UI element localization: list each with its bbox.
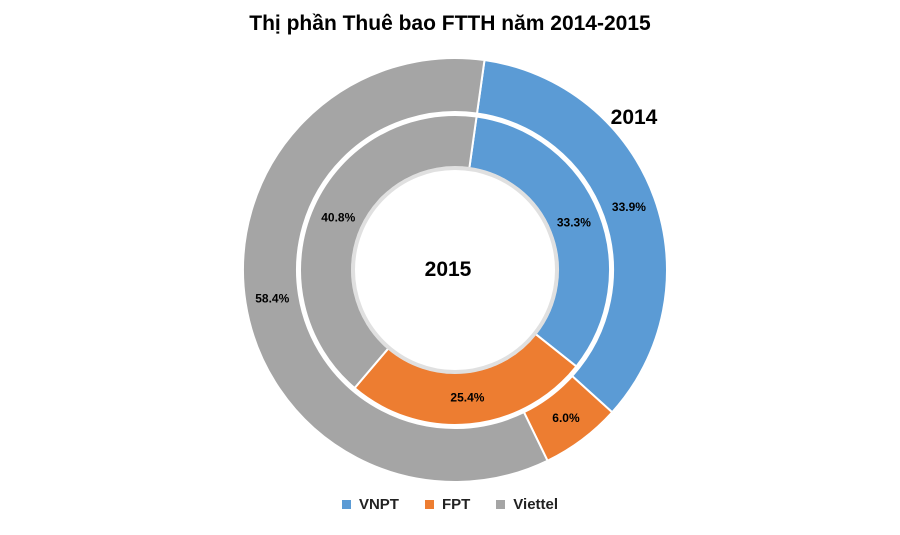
data-label-2015-fpt: 25.4% [450,390,484,404]
inner-series-name: 2015 [425,258,472,281]
data-label-2015-viettel: 40.8% [321,211,355,225]
legend-item-vnpt: VNPT [341,496,399,513]
data-label-2014-vnpt: 33.9% [612,200,646,214]
data-label-2014-viettel: 58.4% [255,292,289,306]
data-label-2015-vnpt: 33.3% [557,216,591,230]
data-label-2014-fpt: 6.0% [552,411,580,425]
slice-2015-vnpt [468,115,611,368]
outer-series-name: 2014 [611,106,658,129]
legend-label-viettel: Viettel [513,496,559,513]
legend-swatch-fpt [424,500,434,509]
legend-label-vnpt: VNPT [358,496,399,513]
doughnut-hole [351,166,559,374]
legend: VNPT FPT Viettel [0,496,900,513]
slice-2015-viettel [299,114,478,390]
slice-2014-vnpt [475,58,668,414]
chart-title: Thị phần Thuê bao FTTH năm 2014-2015 [249,12,651,35]
slice-2014-viettel [242,57,549,483]
legend-item-fpt: FPT [424,496,471,513]
legend-swatch-vnpt [341,500,351,509]
legend-item-viettel: Viettel [496,496,558,513]
legend-label-fpt: FPT [441,496,471,513]
legend-swatch-viettel [496,500,506,509]
